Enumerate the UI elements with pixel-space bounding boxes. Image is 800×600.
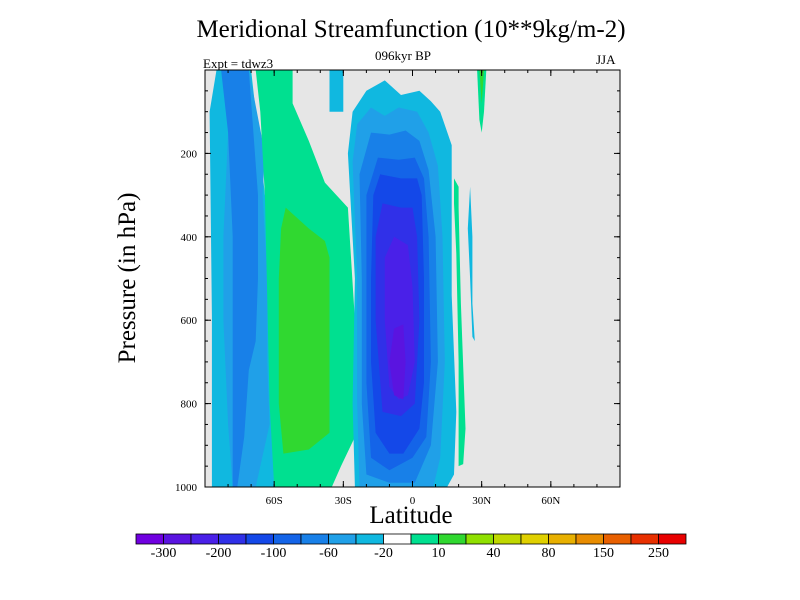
colorbar-swatch [410,533,439,545]
x-tick-label: 30N [472,495,491,507]
x-tick-label: 30S [335,495,352,507]
colorbar-label: 250 [648,546,669,561]
colorbar-swatch [438,533,467,545]
colorbar-swatch [273,533,302,545]
colorbar-swatch [658,533,687,545]
colorbar-swatch [603,533,632,545]
x-tick-label: 60N [541,495,560,507]
x-tick-label: 0 [410,495,416,507]
colorbar-swatch [548,533,577,545]
colorbar-swatch [135,533,164,545]
x-axis-label: Latitude [369,502,453,529]
colorbar-label: -20 [374,546,393,561]
colorbar-label: -300 [150,546,177,561]
contour-region [329,70,344,112]
season-label: JJA [596,52,616,67]
axes: 60S 30S 0 30N 60N 200 400 600 800 1000 [175,69,621,507]
colorbar-swatch [575,533,604,545]
colorbar [135,533,687,545]
colorbar-swatch [328,533,357,545]
colorbar-swatch [355,533,384,545]
colorbar-swatch [190,533,219,545]
contour-region [467,186,475,342]
contour-region [389,324,406,400]
chart-title: Meridional Streamfunction (10**9kg/m-2) [196,16,626,43]
colorbar-label: 40 [486,546,501,561]
colorbar-swatch [465,533,494,545]
contour-region [278,207,330,454]
y-tick-label: 400 [181,232,198,244]
chart-subtitle: 096kyr BP [375,48,431,63]
contour-region [479,70,484,104]
colorbar-label: -60 [319,546,338,561]
colorbar-swatch [520,533,549,545]
colorbar-swatch [630,533,659,545]
contour-region [221,70,258,487]
colorbar-label: 10 [431,546,446,561]
colorbar-swatch [300,533,329,545]
y-tick-label: 800 [181,399,198,411]
y-tick-label: 1000 [175,482,198,494]
colorbar-label: -200 [205,546,232,561]
experiment-label: Expt = tdwz3 [203,56,274,71]
colorbar-swatch [218,533,247,545]
plot-area [205,70,620,487]
contour-region [454,178,466,467]
y-tick-label: 200 [181,148,198,160]
x-tick-label: 60S [266,495,283,507]
colorbar-label: -100 [260,546,287,561]
colorbar-label: 80 [541,546,556,561]
y-tick-label: 600 [181,315,198,327]
colorbar-swatch [245,533,274,545]
colorbar-swatch [493,533,522,545]
colorbar-swatch [383,533,412,545]
colorbar-label: 150 [593,546,614,561]
colorbar-swatch [163,533,192,545]
